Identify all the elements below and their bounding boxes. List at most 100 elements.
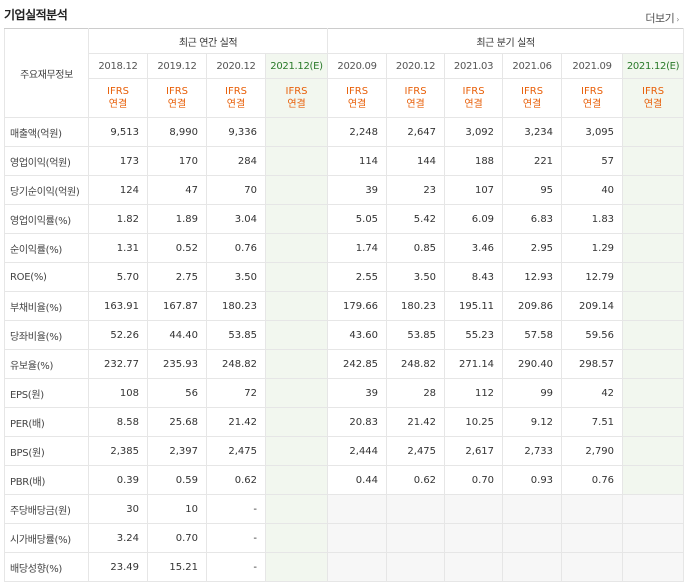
value-cell: [502, 523, 563, 553]
value-cell: 0.62: [386, 465, 446, 495]
value-cell: 2,733: [502, 436, 563, 466]
ifrs-label: IFRS: [521, 86, 544, 97]
basis-label: 연결: [522, 99, 542, 110]
value-cell: 0.85: [386, 233, 446, 263]
value-cell: 12.79: [561, 262, 624, 292]
period-header: 2020.12: [206, 53, 266, 79]
section-title: 기업실적분석: [4, 8, 68, 22]
row-label: 매출액(억원): [4, 117, 89, 147]
table-row: PBR(배) 0.39 0.59 0.62 0.44 0.62 0.70 0.93 0.76: [4, 465, 685, 495]
value-cell: 21.42: [386, 407, 446, 437]
value-cell: 39: [327, 378, 388, 408]
basis-label: 연결: [226, 99, 246, 110]
value-cell: 2.55: [327, 262, 388, 292]
value-cell: 179.66: [327, 291, 388, 321]
value-cell: [561, 552, 624, 582]
value-cell: [265, 146, 329, 176]
value-cell: 99: [502, 378, 563, 408]
row-label: BPS(원): [4, 436, 89, 466]
value-cell: [622, 349, 685, 379]
accounting-basis: IFRS 연결: [147, 78, 207, 118]
row-label: 영업이익률(%): [4, 204, 89, 234]
table-row: 매출액(억원) 9,513 8,990 9,336 2,248 2,647 3,092 3,2…: [4, 117, 685, 147]
value-cell: [561, 523, 624, 553]
table-row: BPS(원) 2,385 2,397 2,475 2,444 2,475 2,617 2,73…: [4, 436, 685, 466]
value-cell: 248.82: [386, 349, 446, 379]
value-cell: 9,513: [88, 117, 148, 147]
accounting-basis: IFRS 연결: [327, 78, 388, 118]
value-cell: [622, 320, 685, 350]
row-label: 부채비율(%): [4, 291, 89, 321]
value-cell: 167.87: [147, 291, 207, 321]
value-cell: [622, 494, 685, 524]
accounting-basis: IFRS 연결: [444, 78, 504, 118]
basis-label: 연결: [167, 99, 187, 110]
value-cell: 0.76: [561, 465, 624, 495]
ifrs-label: IFRS: [404, 86, 427, 97]
table-row: ROE(%) 5.70 2.75 3.50 2.55 3.50 8.43 12.93 12.79: [4, 262, 685, 292]
value-cell: 57.58: [502, 320, 563, 350]
value-cell: 2,475: [386, 436, 446, 466]
value-cell: [502, 552, 563, 582]
value-cell: [327, 552, 388, 582]
ifrs-label: IFRS: [642, 86, 665, 97]
ifrs-label: IFRS: [107, 86, 129, 97]
value-cell: [265, 320, 329, 350]
value-cell: 53.85: [386, 320, 446, 350]
row-label: 시가배당률(%): [4, 523, 89, 553]
value-cell: 9,336: [206, 117, 266, 147]
table-row: 유보율(%) 232.77 235.93 248.82 242.85 248.82 271.…: [4, 349, 685, 379]
value-cell: 56: [147, 378, 207, 408]
annual-group-header: 최근 연간 실적: [88, 28, 329, 54]
value-cell: 1.83: [561, 204, 624, 234]
value-cell: [265, 175, 329, 205]
value-cell: [622, 465, 685, 495]
value-cell: 3,095: [561, 117, 624, 147]
value-cell: 39: [327, 175, 388, 205]
value-cell: 70: [206, 175, 266, 205]
value-cell: 188: [444, 146, 504, 176]
period-header: 2021.03: [444, 53, 504, 79]
basis-label: 연결: [582, 99, 602, 110]
value-cell: 221: [502, 146, 563, 176]
row-label: 주당배당금(원): [4, 494, 89, 524]
value-cell: 0.39: [88, 465, 148, 495]
value-cell: [265, 523, 329, 553]
period-header: 2021.12(E): [622, 53, 685, 79]
value-cell: 47: [147, 175, 207, 205]
accounting-basis: IFRS 연결: [206, 78, 266, 118]
value-cell: 15.21: [147, 552, 207, 582]
value-cell: 2,385: [88, 436, 148, 466]
value-cell: 7.51: [561, 407, 624, 437]
accounting-basis: IFRS 연결: [622, 78, 685, 118]
table-row: 시가배당률(%) 3.24 0.70-: [4, 523, 685, 553]
value-cell: [622, 378, 685, 408]
value-cell: 0.59: [147, 465, 207, 495]
table-row: 당좌비율(%) 52.26 44.40 53.85 43.60 53.85 55.23 57.…: [4, 320, 685, 350]
row-label: PBR(배): [4, 465, 89, 495]
value-cell: 173: [88, 146, 148, 176]
value-cell: 284: [206, 146, 266, 176]
value-cell: 232.77: [88, 349, 148, 379]
value-cell: [622, 117, 685, 147]
value-cell: 72: [206, 378, 266, 408]
value-cell: 2,790: [561, 436, 624, 466]
value-cell: 2,617: [444, 436, 504, 466]
value-cell: [444, 552, 504, 582]
ifrs-label: IFRS: [581, 86, 604, 97]
basis-label: 연결: [464, 99, 483, 110]
basis-label: 연결: [347, 99, 367, 110]
value-cell: 0.44: [327, 465, 388, 495]
value-cell: 3.46: [444, 233, 504, 263]
accounting-basis: IFRS 연결: [88, 78, 148, 118]
value-cell: -: [206, 494, 266, 524]
accounting-basis: IFRS 연결: [502, 78, 563, 118]
value-cell: 242.85: [327, 349, 388, 379]
value-cell: 2,397: [147, 436, 207, 466]
row-label: 유보율(%): [4, 349, 89, 379]
more-link[interactable]: 더보기 ›: [645, 10, 679, 26]
value-cell: 3.50: [206, 262, 266, 292]
value-cell: [265, 117, 329, 147]
ifrs-label: IFRS: [166, 86, 188, 97]
period-header: 2020.09: [327, 53, 388, 79]
